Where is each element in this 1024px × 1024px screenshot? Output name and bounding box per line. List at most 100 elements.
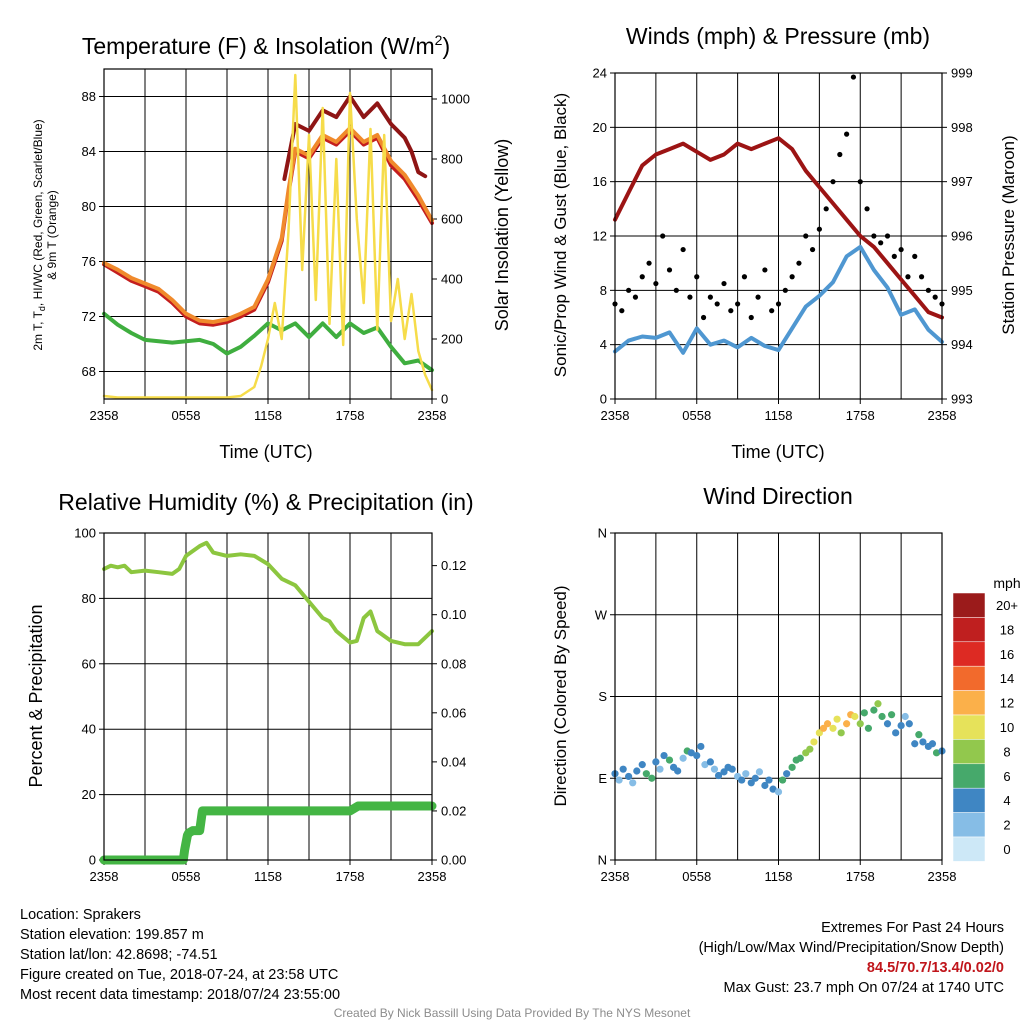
- winds-gust-point: [762, 267, 768, 273]
- temperature-xtick-label: 2358: [418, 408, 447, 423]
- winds-gust-point: [837, 151, 843, 158]
- winds-ytick-label: 20: [593, 120, 607, 135]
- winds-xtick-label: 2358: [928, 408, 957, 423]
- colorbar-title: mph: [993, 575, 1020, 591]
- colorbar-label: 6: [1003, 769, 1010, 784]
- winds-xtick-label: 1758: [846, 408, 875, 423]
- direction-title: Wind Direction: [703, 483, 853, 509]
- winds-gust-point: [748, 314, 754, 321]
- direction-point: [714, 771, 723, 780]
- direction-point: [674, 767, 682, 775]
- direction-ytick-label: N: [598, 853, 607, 868]
- direction-point: [755, 768, 764, 776]
- direction-ytick-label: N: [598, 526, 607, 541]
- winds-x-label: Time (UTC): [731, 442, 824, 462]
- direction-point: [878, 712, 886, 721]
- winds-gust-point: [626, 287, 632, 293]
- direction-point: [706, 758, 714, 766]
- winds-y2tick-label: 999: [951, 66, 973, 81]
- temperature-x-label: Time (UTC): [219, 442, 312, 462]
- winds-gust-point: [844, 131, 850, 137]
- winds-gust-point: [809, 246, 816, 253]
- winds-gust-point: [830, 179, 836, 185]
- winds-gust-point: [803, 233, 809, 239]
- temperature-y2tick-label: 800: [441, 152, 463, 167]
- winds-gust-point: [714, 301, 720, 307]
- humidity-xtick-label: 2358: [90, 869, 119, 884]
- winds-gust-point: [646, 260, 652, 266]
- direction-point: [629, 779, 637, 787]
- winds-y2tick-label: 995: [951, 283, 973, 298]
- winds-gust-point: [864, 206, 870, 212]
- direction-point: [697, 742, 705, 751]
- winds-gust-point: [918, 274, 925, 280]
- direction-point: [796, 754, 804, 762]
- winds-ytick-label: 12: [593, 229, 607, 244]
- humidity-relative-humidity-line: [102, 540, 434, 647]
- colorbar-label: 2: [1003, 818, 1010, 833]
- winds-gust-point: [912, 253, 918, 259]
- humidity-ytick-label: 80: [82, 591, 96, 606]
- direction-point: [648, 774, 656, 782]
- direction-left-label: Direction (Colored By Speed): [551, 585, 570, 806]
- direction-point: [919, 738, 927, 746]
- winds-gust-point: [673, 287, 679, 293]
- direction-ytick-label: W: [595, 607, 608, 622]
- humidity-title: Relative Humidity (%) & Precipitation (i…: [58, 489, 473, 515]
- winds-gust-point: [769, 308, 775, 314]
- colorbar-label: 0: [1003, 842, 1010, 857]
- temperature-y2tick-label: 200: [441, 332, 463, 347]
- winds-gust-point: [782, 287, 788, 293]
- temperature-title: Temperature (F) & Insolation (W/m2): [82, 32, 450, 59]
- winds-gust-point: [694, 274, 700, 280]
- direction-point: [905, 720, 913, 728]
- direction-point: [761, 781, 769, 790]
- direction-point: [783, 770, 791, 778]
- winds-ytick-label: 4: [600, 337, 607, 352]
- temperature-solar-insolation-line: [102, 73, 434, 399]
- direction-point: [806, 745, 814, 753]
- colorbar-label: 14: [1000, 671, 1014, 686]
- colorbar-swatch: [952, 787, 986, 813]
- direction-point: [710, 765, 719, 773]
- direction-point: [856, 720, 864, 728]
- temperature-ytick-label: 72: [82, 309, 96, 324]
- colorbar-swatch: [952, 617, 986, 643]
- winds-y2tick-label: 997: [951, 174, 973, 189]
- created-text: Figure created on Tue, 2018-07-24, at 23…: [20, 967, 339, 983]
- direction-point: [660, 751, 668, 760]
- winds-gust-point: [755, 294, 761, 300]
- humidity-y2tick-label: 0.08: [441, 656, 466, 671]
- winds-right-label: Station Pressure (Maroon): [999, 135, 1018, 334]
- colorbar-label: 20+: [996, 598, 1018, 613]
- direction-xtick-label: 0558: [682, 869, 711, 884]
- direction-point: [656, 765, 664, 773]
- direction-point: [687, 749, 695, 757]
- temperature-heat-index-line: [282, 94, 428, 181]
- temperature-left-label-2: & 9m T (Orange): [45, 190, 59, 280]
- direction-point: [837, 729, 845, 737]
- temperature-y2tick-label: 1000: [441, 92, 470, 107]
- direction-point: [642, 770, 650, 778]
- colorbar-swatch: [952, 714, 986, 740]
- humidity-precipitation-line: [99, 801, 437, 865]
- winds-gust-point: [707, 294, 713, 300]
- direction-ytick-label: S: [598, 689, 607, 704]
- humidity-xtick-label: 2358: [418, 869, 447, 884]
- winds-y2tick-label: 996: [951, 229, 973, 244]
- direction-point: [833, 715, 841, 723]
- winds-left-label: Sonic/Prop Wind & Gust (Blue, Black): [551, 93, 570, 377]
- direction-point: [928, 740, 937, 748]
- colorbar-label: 4: [1003, 793, 1010, 808]
- direction-point: [638, 761, 646, 769]
- direction-point: [765, 776, 773, 784]
- winds-ytick-label: 24: [593, 66, 607, 81]
- winds-gust-point: [850, 74, 857, 80]
- winds-gust-point: [741, 274, 748, 280]
- winds-gust-point: [639, 274, 645, 280]
- temperature-y2tick-label: 600: [441, 212, 463, 227]
- direction-point: [788, 763, 796, 771]
- winds-gust-point: [932, 294, 938, 300]
- winds-gust-point: [735, 301, 741, 307]
